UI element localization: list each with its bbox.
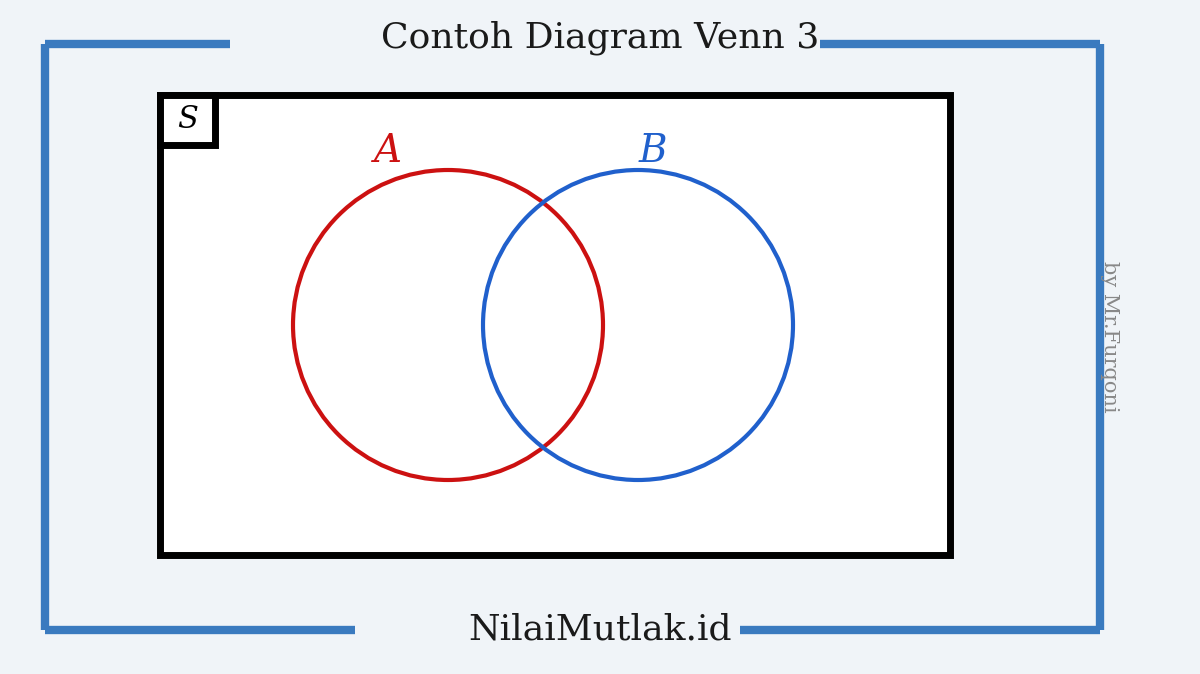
- Bar: [160, 95, 950, 555]
- Text: Contoh Diagram Venn 3: Contoh Diagram Venn 3: [380, 21, 820, 55]
- Text: B: B: [638, 133, 667, 171]
- Bar: [160, 95, 215, 145]
- Text: by Mr.Furqoni: by Mr.Furqoni: [1100, 262, 1120, 412]
- Text: A: A: [374, 133, 402, 171]
- Text: NilaiMutlak.id: NilaiMutlak.id: [468, 613, 732, 647]
- Text: S: S: [178, 104, 198, 135]
